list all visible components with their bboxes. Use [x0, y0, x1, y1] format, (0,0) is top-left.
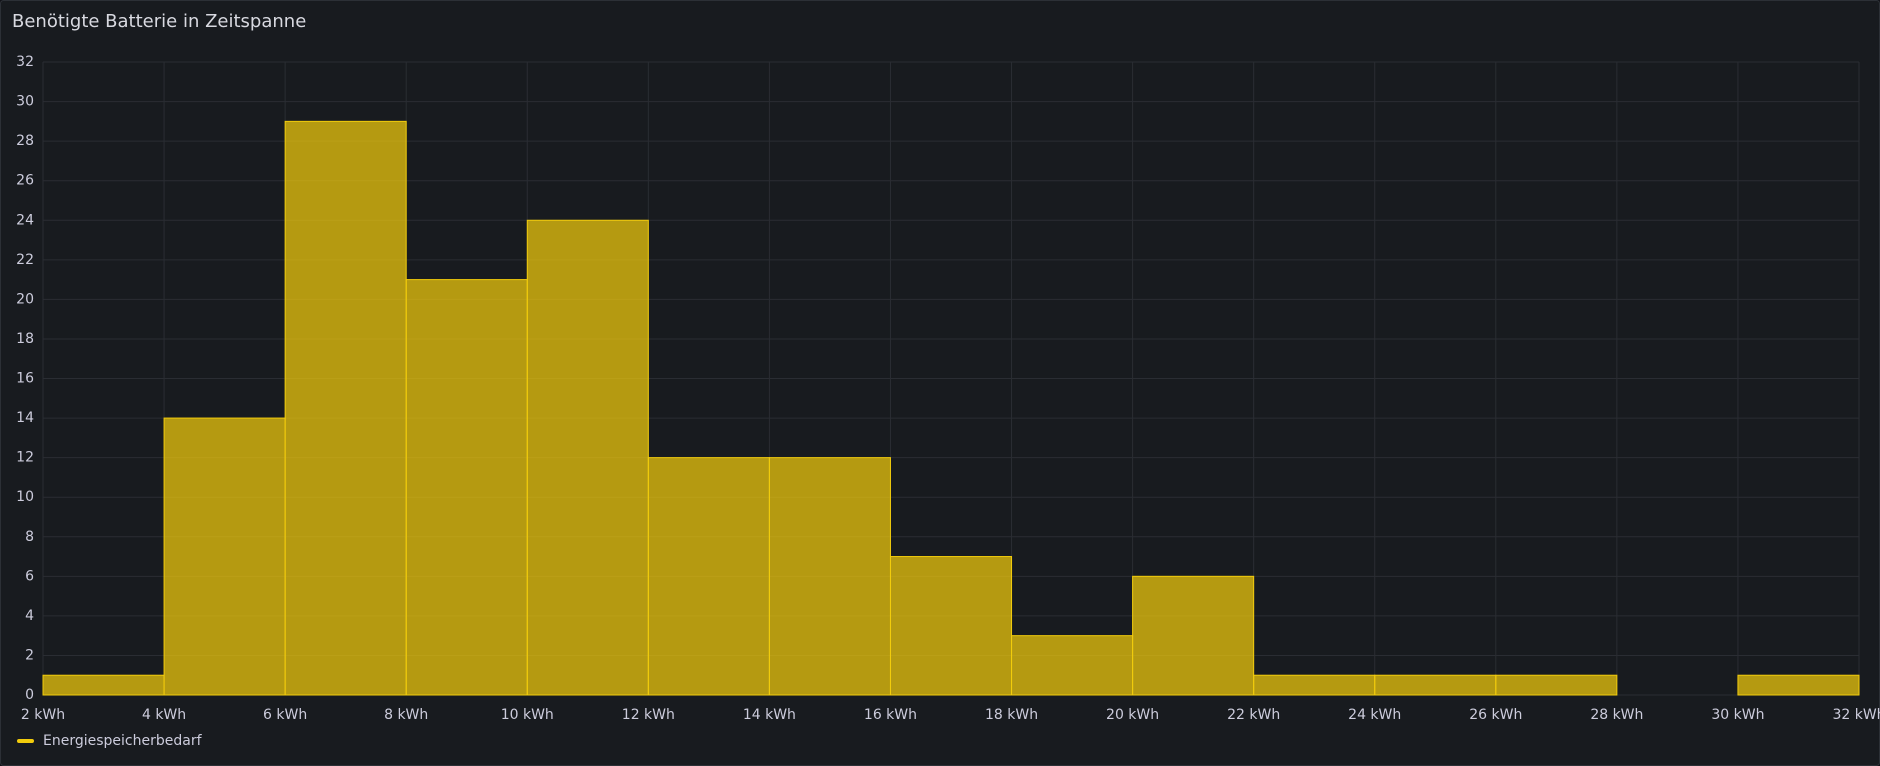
bar [526, 219, 649, 696]
bar [768, 457, 891, 696]
y-tick-label: 20 [16, 291, 34, 307]
chart-title: Benötigte Batterie in Zeitspanne [12, 11, 306, 32]
y-tick-label: 32 [16, 54, 34, 70]
y-tick-label: 2 [25, 647, 34, 663]
y-tick-label: 22 [16, 252, 34, 268]
y-tick-label: 26 [16, 173, 34, 189]
x-tick-label: 8 kWh [384, 707, 428, 723]
x-tick-label: 6 kWh [263, 707, 307, 723]
x-tick-label: 10 kWh [501, 707, 554, 723]
y-tick-label: 18 [16, 331, 34, 347]
bar [1011, 635, 1134, 696]
y-tick-label: 4 [25, 608, 34, 624]
y-tick-label: 28 [16, 133, 34, 149]
legend-swatch [17, 739, 34, 743]
bar [1495, 674, 1618, 696]
bar [889, 556, 1013, 696]
y-tick-label: 16 [16, 371, 34, 387]
y-tick-label: 12 [16, 450, 34, 466]
bar [163, 417, 286, 696]
bar [42, 674, 165, 696]
bar [405, 279, 528, 696]
x-tick-label: 2 kWh [21, 707, 65, 723]
bar [1132, 575, 1255, 696]
x-tick-label: 14 kWh [743, 707, 796, 723]
y-tick-label: 8 [25, 529, 34, 545]
bar [1374, 674, 1497, 696]
x-tick-label: 20 kWh [1106, 707, 1159, 723]
legend-label: Energiespeicherbedarf [43, 733, 203, 749]
x-tick-label: 24 kWh [1348, 707, 1401, 723]
x-tick-label: 28 kWh [1590, 707, 1643, 723]
x-tick-label: 26 kWh [1469, 707, 1522, 723]
x-tick-label: 32 kWh [1832, 707, 1880, 723]
y-tick-label: 30 [16, 94, 34, 110]
x-tick-label: 30 kWh [1711, 707, 1764, 723]
bar [647, 457, 770, 696]
x-tick-label: 22 kWh [1227, 707, 1280, 723]
x-tick-label: 4 kWh [142, 707, 186, 723]
y-tick-label: 14 [16, 410, 34, 426]
x-tick-label: 18 kWh [985, 707, 1038, 723]
y-tick-label: 10 [16, 489, 34, 505]
x-tick-label: 12 kWh [622, 707, 675, 723]
bar [1737, 674, 1860, 696]
bar [284, 120, 407, 696]
bar [1253, 674, 1376, 696]
y-tick-label: 24 [16, 212, 34, 228]
y-tick-label: 6 [25, 568, 34, 584]
y-tick-label: 0 [25, 687, 34, 703]
x-tick-label: 16 kWh [864, 707, 917, 723]
